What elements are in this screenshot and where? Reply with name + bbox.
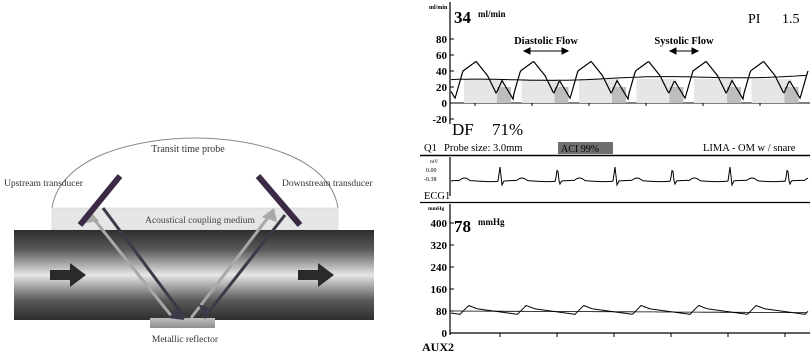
- pressure-tick-label: 400: [431, 218, 448, 230]
- pressure-mean-line: [451, 310, 807, 313]
- beam-arrow-reflector-right-icon: [198, 304, 212, 318]
- pressure-value-unit: mmHg: [478, 217, 505, 227]
- flow-value: 34: [454, 8, 472, 27]
- flow-value-unit: ml/min: [478, 9, 506, 19]
- ecg-tick-1: -0.38: [424, 177, 437, 183]
- flow-tick-label: 60: [436, 50, 448, 62]
- beams-light: [91, 214, 272, 319]
- systolic-double-arrow-icon: [668, 47, 700, 55]
- ecg-panel: mV 0.00 -0.38 ECG1: [420, 157, 810, 204]
- graft-label: LIMA - OM w / snare: [703, 143, 796, 154]
- flow-tick-label: -20: [432, 114, 447, 126]
- channel-label: Q1: [424, 143, 437, 154]
- flow-tick-label: 0: [442, 98, 448, 110]
- pressure-unit: mmHg: [428, 206, 444, 212]
- upstream-transducer: [77, 174, 123, 227]
- df-value: 71%: [492, 120, 523, 139]
- beam-arrow-reflector-icon: [168, 306, 184, 320]
- aci-value: ACI 99%: [561, 144, 599, 155]
- probe-label: Transit time probe: [151, 144, 225, 155]
- flow-band-dark: [669, 87, 684, 103]
- flow-band-dark: [784, 87, 799, 103]
- ecg-tick-0: 0.00: [426, 168, 437, 174]
- systolic-flow-label: Systolic Flow: [654, 36, 714, 47]
- aux-label: AUX2: [422, 340, 454, 354]
- info-bar: Q1 Probe size: 3.0mm ACI 99% LIMA - OM w…: [420, 142, 810, 157]
- flow-arrow-right-icon: [298, 263, 334, 287]
- coupling-label: Acoustical coupling medium: [145, 216, 255, 226]
- flow-band-dark: [497, 87, 511, 103]
- flow-band-dark: [612, 87, 626, 103]
- aci-badge: [558, 142, 613, 154]
- flow-tick-label: 40: [436, 66, 448, 78]
- reflector-label: Metallic reflector: [152, 334, 219, 345]
- pressure-tick-label: 240: [431, 262, 448, 274]
- flow-tick-label: 80: [436, 34, 448, 46]
- metallic-reflector: [150, 318, 215, 328]
- probe-housing: [51, 137, 339, 209]
- downstream-label: Downstream transducer: [282, 179, 373, 189]
- transit-time-probe-diagram: Transit time probe Acoustical coupling m…: [4, 137, 374, 345]
- flow-tick-label: 20: [436, 82, 448, 94]
- df-label: DF: [452, 120, 474, 139]
- flow-band-dark: [554, 87, 569, 103]
- pressure-value: 78: [454, 217, 471, 236]
- pressure-waveform: [450, 305, 809, 315]
- probe-size: Probe size: 3.0mm: [444, 143, 522, 154]
- diastolic-flow-label: Diastolic Flow: [514, 36, 578, 47]
- beam-arrow-downstream-icon: [262, 208, 277, 222]
- ecg-waveform: [450, 166, 809, 187]
- ecg-unit: mV: [430, 159, 438, 165]
- pressure-panel: mmHg 78 mmHg 400 320 240 160 80 0 AUX2: [422, 204, 810, 354]
- pressure-tick-label: 0: [442, 328, 448, 340]
- flow-unit: ml/min: [429, 5, 448, 11]
- pi-value: 1.5: [782, 12, 800, 27]
- upstream-label: Upstream transducer: [4, 179, 84, 189]
- pressure-tick-label: 320: [431, 240, 448, 252]
- diastolic-double-arrow-icon: [522, 47, 570, 55]
- ecg-label: ECG1: [424, 191, 450, 202]
- downstream-transducer: [255, 174, 303, 227]
- beams-dark: [101, 207, 287, 319]
- pressure-tick-label: 80: [436, 306, 448, 318]
- flow-arrow-left-icon: [50, 263, 86, 287]
- flow-mean-line: [450, 74, 808, 81]
- pi-label: PI: [748, 12, 761, 27]
- pressure-tick-label: 160: [431, 284, 448, 296]
- flowmeter-monitor: ml/min 34 ml/min PI 1.5 Diastolic Flow S…: [420, 2, 810, 354]
- flow-band-dark: [727, 87, 741, 103]
- flow-panel: ml/min 34 ml/min PI 1.5 Diastolic Flow S…: [429, 2, 810, 126]
